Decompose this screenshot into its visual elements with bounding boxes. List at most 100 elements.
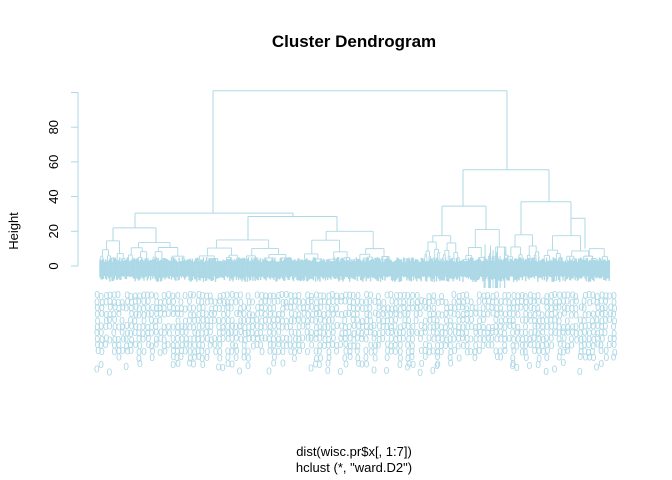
leaf-label: 0 [300, 322, 306, 333]
leaf-label: 0 [339, 310, 345, 321]
leaf-label: 0 [611, 352, 617, 363]
leaf-label: 0 [410, 335, 416, 346]
leaf-label: 0 [573, 310, 579, 321]
leaf-label: 0 [545, 310, 551, 321]
leaf-label: 0 [128, 346, 134, 357]
leaf-label: 0 [494, 290, 500, 301]
leaf-label: 0 [141, 304, 147, 315]
leaf-label: 0 [330, 340, 336, 351]
leaf-label: 0 [103, 322, 109, 333]
leaf-label: 0 [427, 323, 433, 334]
leaf-label: 0 [309, 303, 315, 314]
leaf-label: 0 [502, 329, 508, 340]
leaf-label: 0 [301, 304, 307, 315]
leaf-label: 0 [124, 304, 130, 315]
leaf-label: 0 [154, 340, 160, 351]
leaf-label: 0 [612, 348, 618, 359]
leaf-label: 0 [284, 316, 290, 327]
leaf-label: 0 [473, 309, 479, 320]
leaf-label: 0 [413, 316, 419, 327]
leaf-label: 0 [308, 334, 314, 345]
leaf-label: 0 [448, 359, 454, 370]
leaf-label: 0 [544, 322, 550, 333]
leaf-label: 0 [528, 328, 534, 339]
leaf-label: 0 [490, 292, 496, 303]
leaf-label: 0 [343, 329, 349, 340]
leaf-label: 0 [111, 309, 117, 320]
leaf-label: 0 [439, 341, 445, 352]
leaf-label: 0 [314, 323, 320, 334]
leaf-label: 0 [271, 335, 277, 346]
leaf-label: 0 [531, 304, 537, 315]
leaf-label: 0 [157, 316, 163, 327]
leaf-label: 0 [291, 316, 297, 327]
leaf-label: 0 [271, 321, 277, 332]
leaf-label: 0 [481, 335, 487, 346]
leaf-label: 0 [317, 328, 323, 339]
leaf-label: 0 [422, 323, 428, 334]
leaf-label: 0 [532, 311, 538, 322]
leaf-label: 0 [468, 334, 474, 345]
leaf-label: 0 [241, 347, 247, 358]
leaf-label: 0 [431, 328, 437, 339]
leaf-label: 0 [179, 341, 185, 352]
leaf-label: 0 [140, 322, 146, 333]
leaf-label: 0 [523, 309, 529, 320]
leaf-label: 0 [448, 303, 454, 314]
leaf-label: 0 [384, 322, 390, 333]
leaf-label: 0 [314, 329, 320, 340]
leaf-label: 0 [393, 315, 399, 326]
leaf-label: 0 [611, 297, 617, 308]
leaf-label: 0 [255, 310, 261, 321]
leaf-label: 0 [540, 328, 546, 339]
leaf-label: 0 [510, 316, 516, 327]
leaf-label: 0 [276, 328, 282, 339]
leaf-label: 0 [331, 334, 337, 345]
leaf-label: 0 [426, 304, 432, 315]
leaf-label: 0 [192, 328, 198, 339]
leaf-label: 0 [318, 353, 324, 364]
leaf-label: 0 [136, 328, 142, 339]
leaf-label: 0 [280, 317, 286, 328]
leaf-label: 0 [405, 362, 411, 373]
leaf-label: 0 [196, 352, 202, 363]
leaf-label: 0 [373, 309, 379, 320]
leaf-label: 0 [561, 296, 567, 307]
leaf-label: 0 [175, 291, 181, 302]
leaf-label: 0 [439, 297, 445, 308]
leaf-label: 0 [225, 322, 231, 333]
leaf-label: 0 [481, 328, 487, 339]
leaf-label: 0 [355, 341, 361, 352]
leaf-label: 0 [360, 304, 366, 315]
leaf-label: 0 [489, 341, 495, 352]
leaf-label: 0 [200, 315, 206, 326]
leaf-label: 0 [326, 347, 332, 358]
leaf-label: 0 [266, 367, 272, 378]
leaf-label: 0 [272, 347, 278, 358]
leaf-label: 0 [359, 334, 365, 345]
leaf-label: 0 [549, 291, 555, 302]
leaf-label: 0 [284, 322, 290, 333]
leaf-label: 0 [540, 316, 546, 327]
leaf-label: 0 [602, 315, 608, 326]
leaf-label: 0 [183, 328, 189, 339]
leaf-label: 0 [199, 328, 205, 339]
leaf-label: 0 [603, 309, 609, 320]
leaf-label: 0 [187, 347, 193, 358]
leaf-label: 0 [195, 315, 201, 326]
leaf-label: 0 [224, 290, 230, 301]
leaf-label: 0 [212, 309, 218, 320]
leaf-label: 0 [355, 304, 361, 315]
leaf-label: 0 [191, 359, 197, 370]
leaf-label: 0 [414, 328, 420, 339]
leaf-label: 0 [238, 298, 244, 309]
leaf-label: 0 [347, 341, 353, 352]
leaf-label: 0 [405, 321, 411, 332]
leaf-label: 0 [112, 291, 118, 302]
leaf-label: 0 [464, 328, 470, 339]
leaf-label: 0 [611, 322, 617, 333]
leaf-label: 0 [326, 316, 332, 327]
leaf-label: 0 [208, 322, 214, 333]
leaf-label: 0 [359, 360, 365, 371]
leaf-label: 0 [498, 322, 504, 333]
